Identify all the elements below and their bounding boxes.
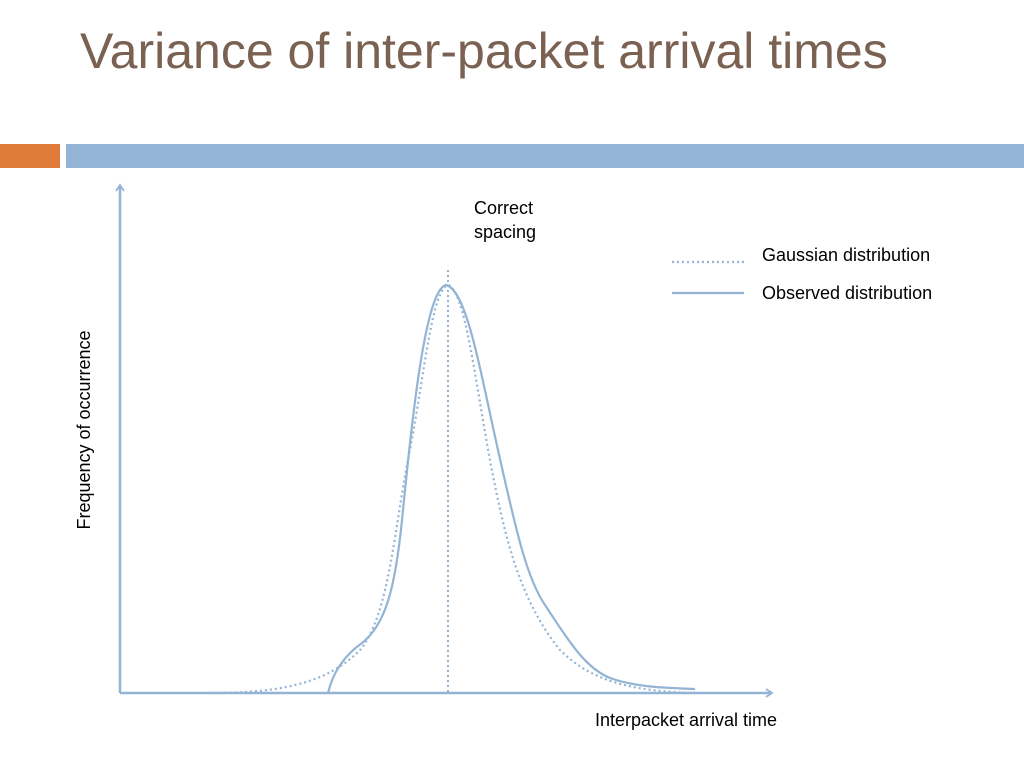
legend-gaussian-label: Gaussian distribution [762, 245, 930, 265]
title-rule [66, 144, 1024, 168]
x-axis-label: Interpacket arrival time [595, 710, 777, 730]
observed-distribution-curve [326, 283, 696, 694]
legend: Gaussian distribution Observed distribut… [672, 245, 932, 303]
correct-spacing-label-line-2: spacing [474, 222, 536, 242]
slide-title: Variance of inter-packet arrival times [80, 23, 888, 79]
gaussian-distribution-curve [209, 283, 701, 695]
legend-observed-label: Observed distribution [762, 283, 932, 303]
y-axis-label: Frequency of occurrence [74, 330, 94, 529]
title-accent-bar [0, 144, 60, 168]
correct-spacing-label-line-1: Correct [474, 198, 533, 218]
